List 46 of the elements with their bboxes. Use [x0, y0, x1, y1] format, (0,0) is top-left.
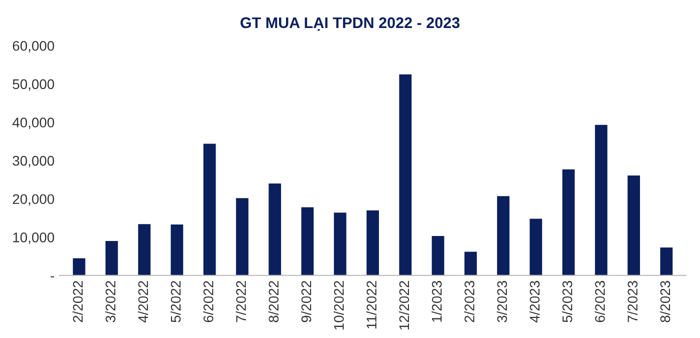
x-tick-label: 7/2023 [627, 280, 638, 322]
x-tick-label: 8/2022 [268, 281, 279, 322]
bar [432, 236, 444, 276]
bar [464, 252, 477, 276]
bar [72, 258, 86, 276]
x-tick-label: 6/2023 [594, 280, 605, 322]
bar [497, 196, 510, 276]
y-tick-label: 50,000 [12, 79, 54, 91]
x-tick-label: 2/2023 [464, 280, 474, 322]
x-tick-label: 3/2022 [105, 281, 116, 322]
y-tick-label: 40,000 [12, 118, 54, 130]
x-tick-label: 4/2023 [529, 280, 540, 322]
bar [660, 248, 673, 276]
x-tick-label: 5/2023 [562, 280, 572, 322]
bar [170, 224, 184, 276]
bar [236, 198, 248, 276]
x-tick-label: 10/2022 [334, 281, 344, 330]
bar [366, 210, 379, 276]
x-tick-label: 3/2023 [496, 280, 507, 322]
bar [268, 184, 282, 276]
y-tick-label: 20,000 [12, 194, 54, 206]
y-tick-label: - [50, 276, 54, 278]
y-tick-label: 30,000 [12, 156, 54, 168]
x-tick-label: 11/2022 [366, 281, 376, 328]
bar [562, 169, 575, 276]
bar [530, 218, 542, 276]
y-tick-label: 60,000 [12, 40, 54, 52]
x-tick-label: 5/2022 [170, 281, 181, 322]
x-tick-label: 7/2022 [236, 281, 246, 322]
bar [334, 212, 346, 276]
x-tick-label: 4/2022 [138, 281, 148, 322]
chart-title: GT MUA LẠI TPDN 2022 - 2023 [240, 17, 460, 31]
bar [594, 124, 608, 276]
bar [399, 74, 412, 276]
bar [301, 207, 314, 276]
x-tick-label: 9/2022 [301, 281, 312, 322]
y-tick-label: 10,000 [13, 232, 54, 244]
x-tick-label: 6/2022 [203, 281, 214, 322]
bar [628, 175, 640, 276]
x-tick-label: 1/2023 [432, 280, 442, 322]
x-tick-label: 8/2023 [660, 280, 670, 322]
bar [203, 144, 216, 276]
x-tick-label: 2/2022 [72, 281, 83, 322]
bar [106, 240, 118, 276]
bar [138, 224, 151, 276]
x-tick-label: 12/2022 [398, 281, 410, 330]
